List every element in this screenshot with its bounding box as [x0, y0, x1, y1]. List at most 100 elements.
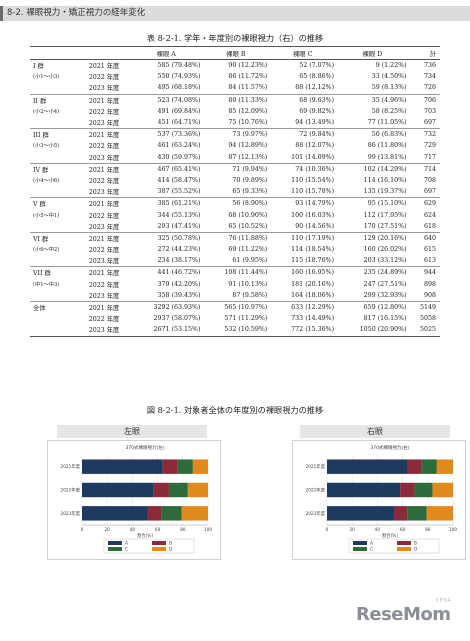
cell-total: 717 — [423, 153, 436, 161]
year-cell: 2023 年度 — [88, 258, 120, 266]
cell-b: 71 (9.94%) — [202, 162, 270, 175]
legend-label-c: C — [125, 547, 128, 553]
x-tick-label: 60 — [155, 527, 161, 533]
cell-c: 110 (17.19%) — [269, 231, 337, 244]
group-cell-empty — [30, 152, 78, 164]
cell-total: 629 — [408, 197, 440, 210]
legend-label-c: C — [370, 547, 373, 553]
bar-segment-c — [407, 506, 427, 521]
table-row: 2023 年度 495 (68.18%) 84 (11.57%) 88 (12.12%… — [30, 82, 440, 94]
cell-b: 86 (11.72%) — [228, 73, 268, 81]
cell-c: 88 (12.07%) — [295, 142, 335, 150]
year-cell: 2021 年度 — [78, 231, 130, 244]
cell-b: 565 (10.97%) — [202, 300, 270, 314]
bar-segment-d — [436, 459, 453, 474]
cell-total: 697 — [423, 188, 436, 196]
cell-d: 9 (1.22%) — [375, 62, 407, 70]
table-row: (小6〜中2) 2022 年度 272 (44.23%) 69 (11.22%) 114… — [30, 244, 440, 255]
left-eye-label: 左眼 — [57, 425, 207, 438]
bar-segment-b — [153, 482, 169, 498]
legend-swatch-a — [108, 541, 122, 545]
table-row: (小3〜小5) 2022 年度 461 (63.24%) 94 (12.89%) 88 … — [30, 140, 440, 151]
cell-a: 461 (63.24%) — [157, 142, 201, 150]
cell-d: 235 (24.89%) — [336, 266, 409, 279]
group-name: I 群 — [33, 63, 44, 71]
x-tick-label: 20 — [349, 527, 355, 533]
cell-c: 160 (16.95%) — [269, 266, 337, 279]
year-cell: 2023 年度 — [88, 223, 120, 231]
legend-swatch-d — [397, 547, 411, 551]
year-cell: 2022 年度 — [88, 177, 120, 185]
bar-segment-a — [82, 459, 163, 474]
table-row: V 群 2021 年度 385 (61.21%) 56 (8.90%) 93 (14.7… — [30, 197, 440, 210]
cell-b: 56 (8.90%) — [202, 197, 270, 210]
right-eye-chart: 370式裸眼視力(右) 0 20 40 60 80 100 割合(%) 2021年度 2022年度… — [305, 444, 457, 554]
legend-box — [103, 538, 195, 554]
cell-total: 898 — [423, 280, 436, 288]
group-name: II 群 — [30, 93, 78, 106]
table-row: 全体 2021 年度 3292 (63.93%) 565 (10.97%) 633 (1… — [30, 300, 440, 314]
table-row: 2023 年度 234 (38.17%) 61 (9.95%) 115 (18.76%… — [30, 255, 440, 267]
cell-b: 73 (9.97%) — [202, 128, 270, 141]
cell-c: 88 (12.12%) — [295, 84, 335, 92]
section-header: 8-2. 裸眼視力・矯正視力の経年変化 — [0, 6, 470, 21]
table-row: (中1〜中3) 2022 年度 379 (42.20%) 91 (10.13%) 181… — [30, 279, 440, 290]
legend-swatch-c — [353, 547, 367, 551]
bar-segment-d — [187, 482, 208, 498]
cell-a: 234 (38.17%) — [157, 257, 201, 265]
legend-box — [348, 538, 440, 554]
cell-c: 115 (18.76%) — [291, 257, 335, 265]
cell-d: 86 (11.80%) — [367, 142, 407, 150]
year-cell: 2021 年度 — [88, 63, 120, 71]
cell-d: 35 (4.96%) — [336, 93, 409, 106]
bar-segment-d — [181, 506, 208, 521]
cell-total: 714 — [408, 162, 440, 175]
x-tick-label: 40 — [130, 527, 136, 533]
group-cell-empty — [30, 255, 78, 267]
table-row: 2022 年度 2937 (58.07%) 571 (11.29%) 733 (14.… — [30, 313, 440, 324]
cell-b: 90 (12.23%) — [228, 62, 268, 70]
cell-total: 944 — [408, 266, 440, 279]
group-grades: (小3〜小5) — [33, 143, 60, 150]
table-header-row: 裸眼 A 裸眼 B 裸眼 C 裸眼 D 計 — [30, 46, 440, 60]
bar-segment-c — [177, 459, 193, 474]
cell-c: 181 (20.16%) — [291, 280, 335, 288]
header-col-b: 裸眼 B — [202, 46, 270, 60]
x-tick-label: 0 — [326, 527, 329, 533]
y-tick-label: 2023年度 — [305, 510, 325, 517]
table-row: VII 群 2021 年度 441 (46.72%) 108 (11.44%) 160 … — [30, 266, 440, 279]
table-row: (小4〜小6) 2022 年度 414 (58.47%) 70 (9.89%) 110 … — [30, 175, 440, 186]
cell-b: 75 (10.76%) — [228, 119, 268, 127]
legend-swatch-c — [108, 547, 122, 551]
cell-a: 441 (46.72%) — [130, 266, 203, 279]
cell-c: 94 (13.49%) — [295, 119, 335, 127]
group-grades: (小5〜中1) — [33, 212, 60, 219]
cell-c: 52 (7.07%) — [299, 62, 335, 70]
cell-total: 5149 — [408, 300, 440, 314]
cell-b: 87 (12.13%) — [228, 153, 268, 161]
legend-swatch-b — [397, 541, 411, 545]
cell-b: 532 (10.59%) — [202, 324, 270, 337]
year-cell: 2021 年度 — [78, 93, 130, 106]
cell-b: 87 (9.58%) — [232, 291, 268, 299]
group-cell-empty — [30, 221, 78, 233]
cell-a: 495 (68.18%) — [157, 84, 201, 92]
year-cell: 2022 年度 — [88, 281, 120, 289]
eyesight-table: 裸眼 A 裸眼 B 裸眼 C 裸眼 D 計 I 群 2021 年度 585 (79.… — [30, 46, 440, 337]
cell-d: 1050 (20.90%) — [336, 324, 409, 337]
group-name: VII 群 — [30, 266, 78, 279]
cell-d: 99 (13.81%) — [367, 153, 407, 161]
cell-total: 908 — [423, 291, 436, 299]
x-tick-label: 80 — [425, 527, 431, 533]
cell-total: 703 — [423, 107, 436, 115]
table-row: 2023 年度 387 (55.52%) 65 (9.33%) 110 (15.78%… — [30, 186, 440, 198]
cell-d: 95 (15.10%) — [336, 197, 409, 210]
table-row: (小2〜小4) 2022 年度 491 (69.84%) 85 (12.09%) 69 … — [30, 106, 440, 117]
legend-swatch-b — [152, 541, 166, 545]
cell-a: 3292 (63.93%) — [130, 300, 203, 314]
cell-d: 659 (12.80%) — [336, 300, 409, 314]
cell-d: 33 (4.50%) — [371, 73, 407, 81]
logo-caption: リセマム — [435, 597, 451, 602]
right-eye-label: 右眼 — [300, 425, 450, 438]
group-grades: (小1〜小3) — [33, 74, 60, 81]
